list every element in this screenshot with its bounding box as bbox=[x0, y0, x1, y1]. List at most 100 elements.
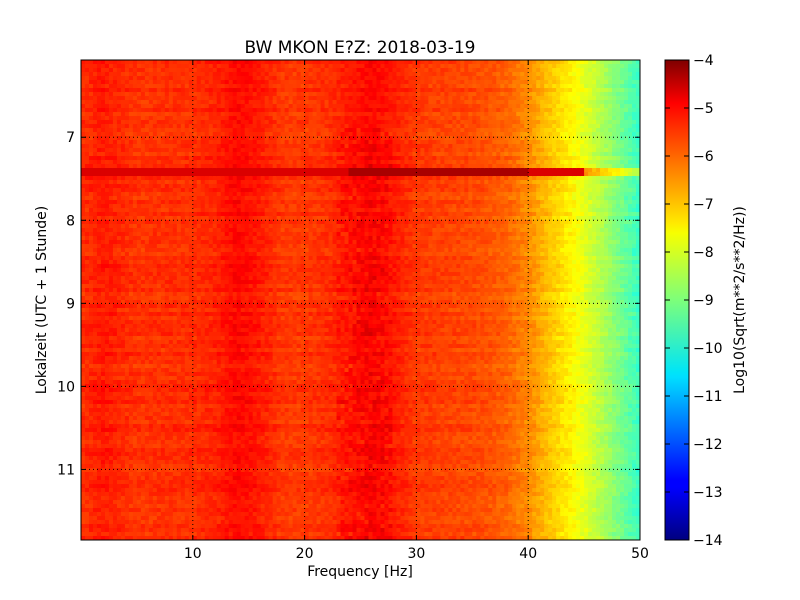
heatmap-cell bbox=[152, 248, 158, 253]
heatmap-cell bbox=[100, 456, 106, 461]
heatmap-cell bbox=[156, 84, 162, 89]
heatmap-cell bbox=[244, 180, 250, 185]
heatmap-cell bbox=[128, 80, 134, 85]
heatmap-cell bbox=[104, 268, 110, 273]
heatmap-cell bbox=[124, 224, 130, 229]
heatmap-cell bbox=[160, 408, 166, 413]
heatmap-cell bbox=[204, 292, 210, 297]
heatmap-cell bbox=[244, 260, 250, 265]
heatmap-cell bbox=[104, 144, 110, 149]
heatmap-cell bbox=[84, 348, 90, 353]
heatmap-cell bbox=[136, 280, 142, 285]
heatmap-cell bbox=[204, 204, 210, 209]
heatmap-cell bbox=[81, 96, 86, 101]
heatmap-cell bbox=[92, 64, 98, 69]
heatmap-cell bbox=[140, 160, 146, 165]
heatmap-cell bbox=[224, 496, 230, 501]
heatmap-cell bbox=[200, 424, 206, 429]
chart-title: BW MKON E?Z: 2018-03-19 bbox=[245, 38, 476, 58]
heatmap-cell bbox=[232, 464, 238, 469]
heatmap-cell bbox=[152, 424, 158, 429]
heatmap-cell bbox=[81, 100, 86, 105]
heatmap-cell bbox=[140, 376, 146, 381]
heatmap-cell bbox=[236, 80, 242, 85]
heatmap-cell bbox=[108, 468, 114, 473]
heatmap-cell bbox=[176, 84, 182, 89]
heatmap-cell bbox=[156, 388, 162, 393]
heatmap-cell bbox=[240, 224, 246, 229]
heatmap-cell bbox=[140, 116, 146, 121]
heatmap-cell bbox=[156, 100, 162, 105]
heatmap-cell bbox=[124, 64, 130, 69]
heatmap-cell bbox=[192, 496, 198, 501]
heatmap-cell bbox=[156, 536, 162, 540]
heatmap-cell bbox=[180, 448, 186, 453]
heatmap-cell bbox=[184, 392, 190, 397]
heatmap-cell bbox=[124, 200, 130, 205]
heatmap-cell bbox=[96, 364, 102, 369]
heatmap-cell bbox=[208, 320, 214, 325]
heatmap-cell bbox=[84, 368, 90, 373]
heatmap-cell bbox=[128, 156, 134, 161]
heatmap-cell bbox=[216, 316, 222, 321]
heatmap-cell bbox=[84, 104, 90, 109]
heatmap-cell bbox=[176, 88, 182, 93]
heatmap-cell bbox=[196, 60, 202, 65]
heatmap-cell bbox=[216, 196, 222, 201]
heatmap-cell bbox=[216, 280, 222, 285]
heatmap-cell bbox=[156, 240, 162, 245]
heatmap-cell bbox=[208, 504, 214, 509]
heatmap-cell bbox=[120, 184, 126, 189]
heatmap-cell bbox=[224, 528, 230, 533]
heatmap-cell bbox=[172, 384, 178, 389]
heatmap-cell bbox=[112, 452, 118, 457]
heatmap-cell bbox=[228, 184, 234, 189]
heatmap-cell bbox=[180, 208, 186, 213]
heatmap-cell bbox=[188, 256, 194, 261]
heatmap-cell bbox=[224, 96, 230, 101]
heatmap-cell bbox=[128, 196, 134, 201]
heatmap-cell bbox=[156, 272, 162, 277]
heatmap-cell bbox=[172, 176, 178, 181]
heatmap-cell bbox=[172, 536, 178, 540]
heatmap-cell bbox=[108, 104, 114, 109]
heatmap-cell bbox=[188, 512, 194, 517]
heatmap-cell bbox=[128, 392, 134, 397]
heatmap-cell bbox=[168, 528, 174, 533]
heatmap-cell bbox=[116, 84, 122, 89]
heatmap-cell bbox=[160, 212, 166, 217]
heatmap-cell bbox=[132, 380, 138, 385]
heatmap-cell bbox=[244, 244, 250, 249]
heatmap-cell bbox=[100, 208, 106, 213]
heatmap-cell bbox=[116, 424, 122, 429]
heatmap-cell bbox=[152, 420, 158, 425]
heatmap-cell bbox=[220, 428, 226, 433]
heatmap-cell bbox=[236, 532, 242, 537]
heatmap-cell bbox=[84, 380, 90, 385]
heatmap-cell bbox=[192, 140, 198, 145]
heatmap-cell bbox=[168, 104, 174, 109]
heatmap-cell bbox=[212, 212, 218, 217]
heatmap-cell bbox=[232, 160, 238, 165]
heatmap-cell bbox=[88, 488, 94, 493]
heatmap-cell bbox=[116, 488, 122, 493]
heatmap-cell bbox=[148, 164, 154, 169]
heatmap-cell bbox=[240, 508, 246, 513]
heatmap-cell bbox=[164, 452, 170, 457]
heatmap-cell bbox=[192, 380, 198, 385]
heatmap-cell bbox=[188, 348, 194, 353]
heatmap-cell bbox=[192, 344, 198, 349]
heatmap-cell bbox=[160, 412, 166, 417]
heatmap-cell bbox=[184, 176, 190, 181]
heatmap-cell bbox=[140, 288, 146, 293]
heatmap-cell bbox=[188, 324, 194, 329]
heatmap-cell bbox=[216, 132, 222, 137]
heatmap-cell bbox=[176, 400, 182, 405]
heatmap-cell bbox=[136, 192, 142, 197]
heatmap-cell bbox=[156, 496, 162, 501]
heatmap-cell bbox=[92, 132, 98, 137]
heatmap-cell bbox=[164, 96, 170, 101]
heatmap-cell bbox=[92, 192, 98, 197]
heatmap-cell bbox=[92, 76, 98, 81]
heatmap-cell bbox=[240, 448, 246, 453]
